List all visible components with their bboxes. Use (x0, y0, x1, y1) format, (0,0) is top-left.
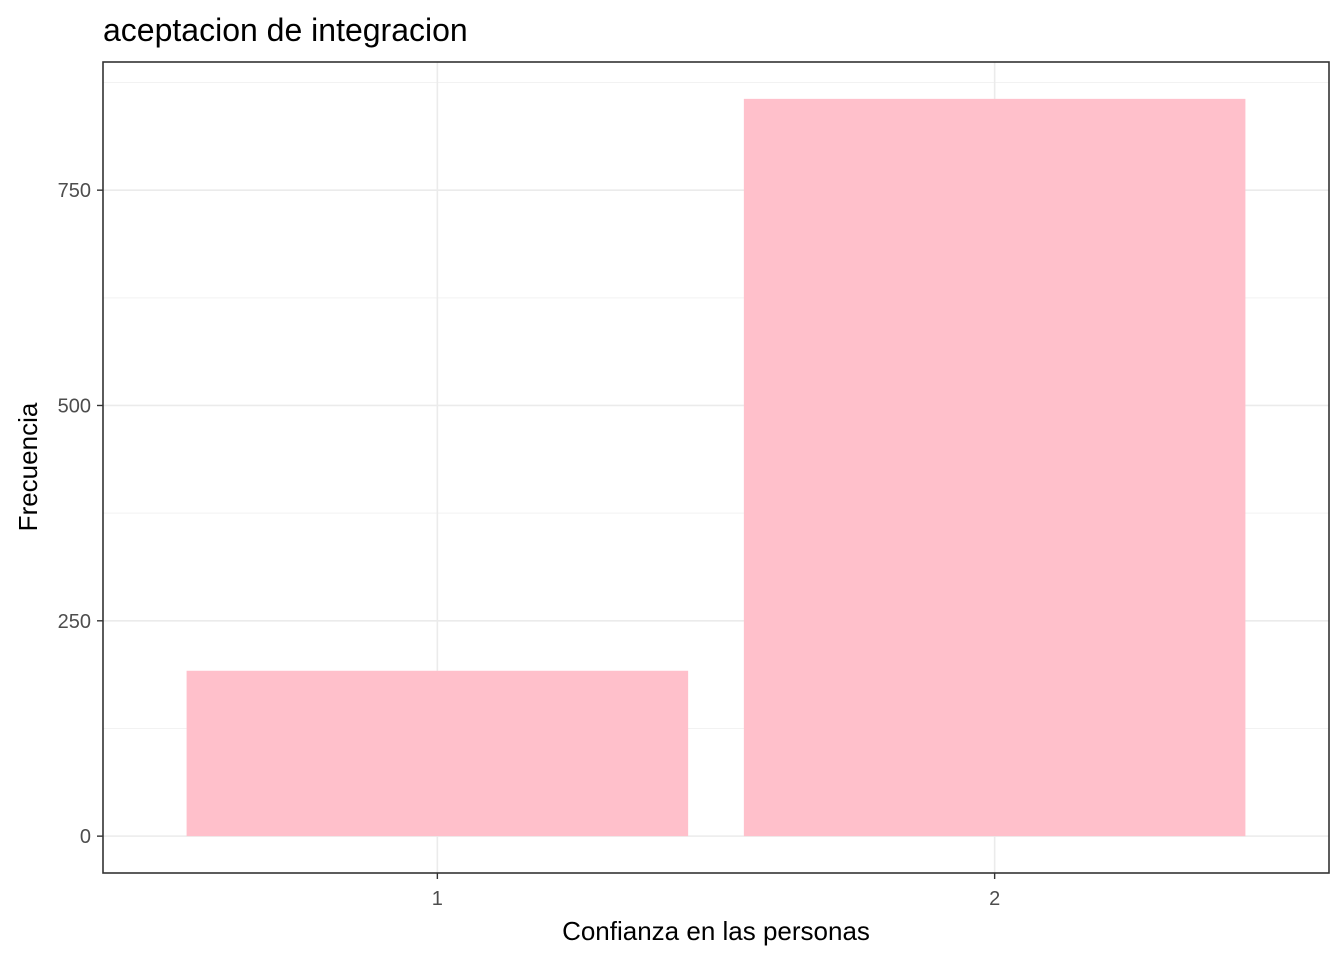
x-tick-label: 1 (432, 888, 443, 910)
panel-border (102, 61, 1330, 874)
bar (743, 98, 1246, 837)
x-tick-label: 2 (989, 888, 1000, 910)
y-axis-title: Frecuencia (13, 402, 43, 531)
bar (186, 670, 689, 837)
bars (186, 98, 1246, 837)
y-tick-label: 750 (58, 180, 91, 202)
y-tick-label: 500 (58, 395, 91, 417)
y-axis-ticks: 0 250 500 750 (58, 180, 103, 848)
y-tick-label: 250 (58, 611, 91, 633)
y-tick-label: 0 (80, 826, 91, 848)
x-axis-title: Confianza en las personas (562, 916, 870, 946)
chart-title: aceptacion de integracion (103, 12, 468, 48)
